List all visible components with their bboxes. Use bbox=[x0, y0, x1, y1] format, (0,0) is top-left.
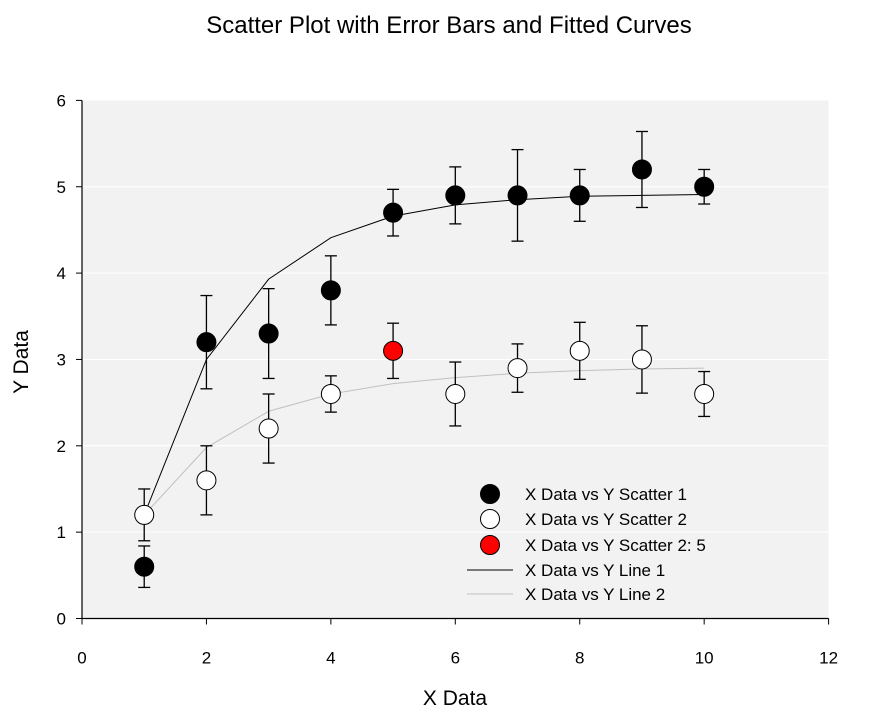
y-tick-label: 3 bbox=[57, 350, 66, 369]
legend-marker bbox=[480, 535, 500, 555]
data-point bbox=[320, 280, 341, 301]
fitted-line bbox=[143, 367, 705, 516]
legend-item: X Data vs Y Line 2 bbox=[467, 585, 665, 604]
y-axis-label: Y Data bbox=[10, 330, 33, 394]
legend-marker bbox=[480, 484, 500, 504]
data-point bbox=[694, 383, 715, 404]
legend-marker bbox=[480, 509, 500, 529]
data-point bbox=[134, 556, 155, 577]
data-point bbox=[196, 470, 217, 491]
data-point bbox=[507, 185, 528, 206]
data-point bbox=[383, 202, 404, 223]
data-point bbox=[258, 418, 279, 439]
x-tick-label: 0 bbox=[77, 649, 86, 668]
legend-label: X Data vs Y Line 1 bbox=[525, 561, 665, 580]
y-tick-label: 4 bbox=[57, 264, 66, 283]
legend-label: X Data vs Y Scatter 1 bbox=[525, 485, 687, 504]
x-tick-label: 8 bbox=[575, 649, 584, 668]
legend-item: X Data vs Y Scatter 2 bbox=[480, 509, 687, 529]
data-point bbox=[631, 159, 652, 180]
legend-item: X Data vs Y Line 1 bbox=[467, 561, 665, 580]
data-point bbox=[631, 349, 652, 370]
x-tick-label: 12 bbox=[819, 649, 838, 668]
x-tick-label: 6 bbox=[451, 649, 460, 668]
x-tick-label: 4 bbox=[326, 649, 335, 668]
data-point bbox=[445, 383, 466, 404]
y-tick-label: 5 bbox=[57, 178, 66, 197]
legend-label: X Data vs Y Scatter 2: 5 bbox=[525, 536, 706, 555]
x-tick-label: 2 bbox=[202, 649, 211, 668]
data-point bbox=[258, 323, 279, 344]
chart-title: Scatter Plot with Error Bars and Fitted … bbox=[206, 12, 692, 39]
x-axis-label: X Data bbox=[423, 687, 488, 710]
data-point bbox=[569, 340, 590, 361]
legend-item: X Data vs Y Scatter 1 bbox=[480, 484, 687, 504]
legend: X Data vs Y Scatter 1 X Data vs Y Scatter… bbox=[467, 484, 706, 604]
data-point bbox=[569, 185, 590, 206]
y-tick-label: 1 bbox=[57, 523, 66, 542]
x-tick-label: 10 bbox=[695, 649, 714, 668]
y-tick-label: 6 bbox=[57, 91, 66, 110]
legend-label: X Data vs Y Scatter 2 bbox=[525, 510, 687, 529]
fitted-line bbox=[143, 194, 705, 516]
highlighted-point bbox=[383, 340, 404, 361]
data-point bbox=[134, 504, 155, 525]
data-point bbox=[320, 383, 341, 404]
legend-label: X Data vs Y Line 2 bbox=[525, 585, 665, 604]
data-point bbox=[507, 358, 528, 379]
data-point bbox=[445, 185, 466, 206]
legend-item: X Data vs Y Scatter 2: 5 bbox=[480, 535, 706, 555]
data-point bbox=[694, 176, 715, 197]
y-tick-label: 0 bbox=[57, 610, 66, 629]
data-point bbox=[196, 332, 217, 353]
y-tick-label: 2 bbox=[57, 437, 66, 456]
